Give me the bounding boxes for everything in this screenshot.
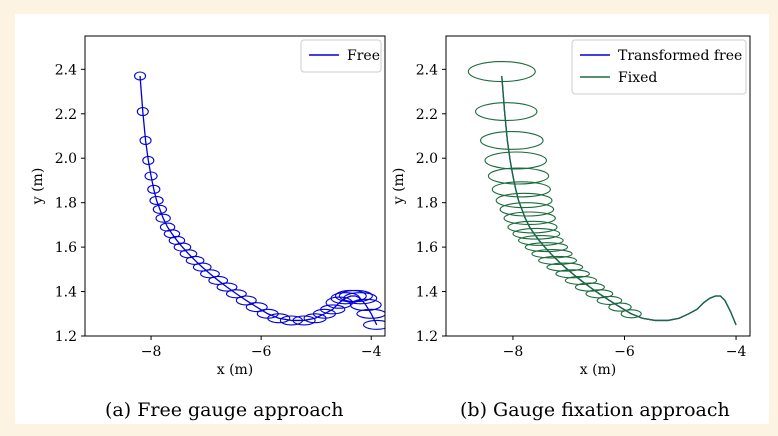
- ellipse-marker: [144, 171, 158, 181]
- y-tick-label: 2.0: [416, 151, 438, 167]
- ellipse-marker: [159, 222, 176, 232]
- ellipse-marker: [475, 102, 538, 121]
- series-line-fixed: [501, 75, 737, 326]
- legend-label: Fixed: [618, 70, 657, 86]
- ellipse-marker: [531, 249, 573, 259]
- ellipse-marker: [235, 295, 257, 306]
- series-b-1: [467, 61, 737, 326]
- caption-gauge-fixation: (b) Gauge fixation approach: [460, 399, 730, 421]
- figure: −8 −6 −4 1.2 1.4 1.6 1.8 2.0 2.2 2.4 x (m) y (m) Fre…: [15, 14, 769, 424]
- ellipse-marker: [555, 269, 590, 279]
- ellipse-marker: [620, 309, 642, 319]
- ellipse-marker: [495, 192, 553, 209]
- ellipse-marker: [356, 308, 385, 319]
- y-tick-label: 1.2: [55, 329, 77, 345]
- y-tick-label: 1.4: [55, 285, 77, 301]
- ellipse-marker: [155, 213, 171, 223]
- chart-free-gauge: −8 −6 −4 1.2 1.4 1.6 1.8 2.0 2.2 2.4 x (m) y (m) Fre…: [30, 35, 751, 378]
- ellipse-marker: [491, 181, 551, 198]
- legend-box: [300, 39, 382, 73]
- x-tick-label: −8: [141, 344, 162, 360]
- ellipse-marker: [349, 298, 382, 311]
- ellipse-marker: [503, 211, 556, 225]
- y-tick-label: 2.4: [416, 62, 438, 78]
- ellipse-marker: [343, 292, 378, 305]
- ellipse-marker: [208, 275, 229, 285]
- ellipse-marker: [362, 319, 385, 330]
- ellipse-marker: [524, 242, 569, 253]
- legend-label: Transformed free: [618, 48, 742, 64]
- ellipse-marker: [499, 202, 555, 217]
- ellipse-marker: [517, 235, 564, 246]
- x-tick-label: −4: [726, 344, 747, 360]
- ellipse-marker: [484, 151, 547, 170]
- x-tick-label: −8: [503, 344, 524, 360]
- ellipse-marker: [596, 295, 623, 305]
- ellipse-marker: [245, 302, 268, 313]
- y-tick-label: 1.2: [416, 329, 438, 345]
- ellipse-marker: [338, 289, 373, 303]
- plot-a: −8 −6 −4 1.2 1.4 1.6 1.8 2.0 2.2 2.4 x (m) y (m) Fre…: [30, 35, 386, 378]
- ellipse-marker: [149, 195, 164, 205]
- legend-box: [571, 39, 747, 95]
- y-tick-label: 2.2: [416, 107, 438, 123]
- legend-b: Transformed free Fixed: [571, 39, 747, 95]
- y-tick-label: 1.8: [416, 196, 438, 212]
- y-tick-label: 2.4: [55, 62, 77, 78]
- ellipse-marker: [267, 313, 291, 324]
- ellipse-marker: [487, 167, 550, 185]
- y-tick-label: 1.8: [55, 196, 77, 212]
- axes-frame-b: [445, 35, 751, 337]
- ellipse-marker: [147, 184, 161, 194]
- ellipse-marker: [216, 282, 238, 292]
- ellipse-marker: [538, 255, 578, 265]
- legend-label: Free: [347, 48, 380, 64]
- x-tick-label: −6: [251, 344, 272, 360]
- y-tick-label: 1.6: [55, 240, 77, 256]
- ellipse-marker: [480, 131, 544, 150]
- ellipse-marker: [507, 220, 558, 234]
- ellipse-marker: [152, 204, 168, 214]
- y-tick-label: 1.6: [416, 240, 438, 256]
- ellipse-marker: [200, 269, 220, 279]
- series-a-0: [133, 71, 385, 330]
- plot-b: −8 −6 −4 1.2 1.4 1.6 1.8 2.0 2.2 2.4 x (m) y (m) Tra…: [391, 35, 751, 378]
- caption-free-gauge: (a) Free gauge approach: [105, 399, 344, 421]
- x-axis-label: x (m): [580, 362, 617, 378]
- y-axis-label: y (m): [30, 168, 46, 206]
- x-tick-label: −6: [614, 344, 635, 360]
- ellipse-marker: [512, 227, 561, 240]
- x-axis-label: x (m): [217, 362, 254, 378]
- ellipse-marker: [608, 302, 632, 312]
- series-line-free: [139, 75, 378, 326]
- legend-a: Free: [300, 39, 382, 73]
- ellipse-marker: [320, 304, 346, 315]
- y-tick-label: 2.0: [55, 151, 77, 167]
- x-tick-label: −4: [361, 344, 382, 360]
- ellipse-marker: [546, 262, 584, 272]
- y-tick-label: 2.2: [55, 107, 77, 123]
- y-tick-label: 1.4: [416, 285, 438, 301]
- y-axis-label: y (m): [391, 168, 407, 206]
- axes-frame-a: [84, 35, 386, 337]
- ellipse-marker: [225, 289, 247, 299]
